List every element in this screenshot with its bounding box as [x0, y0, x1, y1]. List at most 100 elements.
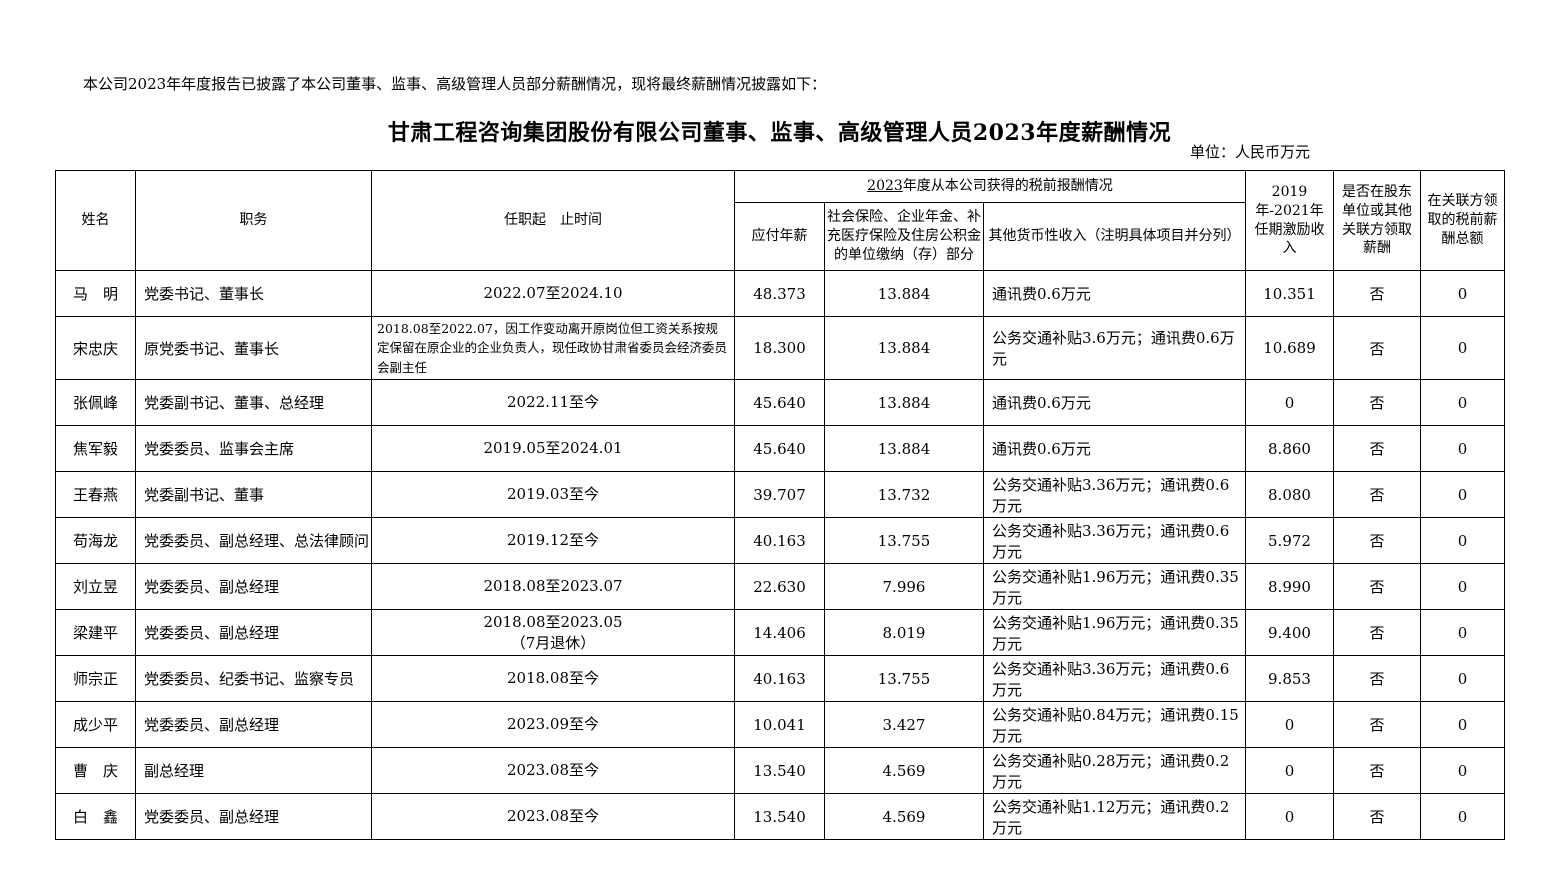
cell-incentive: 9.400	[1245, 609, 1334, 657]
header-social-insurance: 社会保险、企业年金、补充医疗保险及住房公积金的单位缴纳（存）部分	[824, 202, 984, 271]
cell-position: 副总经理	[135, 747, 372, 795]
header-related-party-pay: 在关联方领取的税前薪酬总额	[1420, 170, 1505, 271]
cell-incentive: 10.351	[1245, 270, 1334, 317]
cell-name: 王春燕	[55, 471, 136, 519]
cell-position: 党委委员、副总经理	[135, 609, 372, 657]
cell-term: 2022.07至2024.10	[371, 270, 735, 317]
cell-other-income: 公务交通补贴0.28万元；通讯费0.2万元	[983, 747, 1246, 795]
header-incentive: 2019年-2021年任期激励收入	[1245, 170, 1334, 271]
cell-name: 苟海龙	[55, 517, 136, 565]
header-salary-group-year: 2023	[867, 178, 903, 195]
cell-shareholder-pay: 否	[1333, 425, 1421, 473]
table-body: 马 明 党委书记、董事长 2022.07至2024.10 48.373 13.8…	[55, 270, 1505, 841]
cell-annual-salary: 22.630	[734, 563, 825, 611]
cell-annual-salary: 18.300	[734, 315, 825, 381]
cell-term: 2019.03至今	[371, 471, 735, 519]
table-header: 姓名 职务 任职起 止时间 2023年度从本公司获得的税前报酬情况 2019年-…	[55, 170, 1505, 271]
cell-other-income: 通讯费0.6万元	[983, 425, 1246, 473]
table-row: 白 鑫 党委委员、副总经理 2023.08至今 13.540 4.569 公务交…	[55, 793, 1505, 841]
intro-paragraph: 本公司2023年年度报告已披露了本公司董事、监事、高级管理人员部分薪酬情况，现将…	[83, 75, 827, 93]
cell-related-party-pay: 0	[1420, 425, 1505, 473]
cell-term: 2023.09至今	[371, 701, 735, 749]
cell-annual-salary: 40.163	[734, 655, 825, 703]
cell-incentive: 5.972	[1245, 517, 1334, 565]
cell-related-party-pay: 0	[1420, 471, 1505, 519]
cell-shareholder-pay: 否	[1333, 563, 1421, 611]
cell-name: 梁建平	[55, 609, 136, 657]
cell-social-insurance: 13.755	[824, 655, 984, 703]
cell-incentive: 0	[1245, 379, 1334, 427]
cell-other-income: 公务交通补贴0.84万元；通讯费0.15万元	[983, 701, 1246, 749]
cell-name: 师宗正	[55, 655, 136, 703]
cell-name: 成少平	[55, 701, 136, 749]
cell-name: 宋忠庆	[55, 315, 136, 381]
header-name: 姓名	[55, 170, 136, 271]
table-row: 王春燕 党委副书记、董事 2019.03至今 39.707 13.732 公务交…	[55, 471, 1505, 519]
salary-table: 姓名 职务 任职起 止时间 2023年度从本公司获得的税前报酬情况 2019年-…	[55, 170, 1505, 841]
cell-annual-salary: 48.373	[734, 270, 825, 317]
cell-annual-salary: 45.640	[734, 425, 825, 473]
table-row: 成少平 党委委员、副总经理 2023.09至今 10.041 3.427 公务交…	[55, 701, 1505, 749]
cell-term: 2023.08至今	[371, 747, 735, 795]
cell-term: 2019.05至2024.01	[371, 425, 735, 473]
cell-name: 刘立昱	[55, 563, 136, 611]
header-salary-group: 2023年度从本公司获得的税前报酬情况	[734, 170, 1246, 203]
cell-related-party-pay: 0	[1420, 701, 1505, 749]
cell-name: 张佩峰	[55, 379, 136, 427]
cell-position: 党委委员、纪委书记、监察专员	[135, 655, 372, 703]
cell-position: 原党委书记、董事长	[135, 315, 372, 381]
cell-related-party-pay: 0	[1420, 563, 1505, 611]
table-row: 焦军毅 党委委员、监事会主席 2019.05至2024.01 45.640 13…	[55, 425, 1505, 473]
header-shareholder-pay: 是否在股东单位或其他关联方领取薪酬	[1333, 170, 1421, 271]
cell-other-income: 通讯费0.6万元	[983, 379, 1246, 427]
cell-annual-salary: 13.540	[734, 747, 825, 795]
cell-incentive: 8.080	[1245, 471, 1334, 519]
table-row: 宋忠庆 原党委书记、董事长 2018.08至2022.07，因工作变动离开原岗位…	[55, 315, 1505, 381]
cell-term: 2018.08至今	[371, 655, 735, 703]
cell-shareholder-pay: 否	[1333, 517, 1421, 565]
cell-other-income: 公务交通补贴1.96万元；通讯费0.35万元	[983, 563, 1246, 611]
cell-social-insurance: 8.019	[824, 609, 984, 657]
header-position: 职务	[135, 170, 372, 271]
cell-shareholder-pay: 否	[1333, 609, 1421, 657]
cell-name: 曹 庆	[55, 747, 136, 795]
table-row: 师宗正 党委委员、纪委书记、监察专员 2018.08至今 40.163 13.7…	[55, 655, 1505, 703]
cell-related-party-pay: 0	[1420, 747, 1505, 795]
cell-incentive: 8.860	[1245, 425, 1334, 473]
cell-related-party-pay: 0	[1420, 609, 1505, 657]
cell-shareholder-pay: 否	[1333, 655, 1421, 703]
table-row: 苟海龙 党委委员、副总经理、总法律顾问 2019.12至今 40.163 13.…	[55, 517, 1505, 565]
cell-social-insurance: 7.996	[824, 563, 984, 611]
table-row: 梁建平 党委委员、副总经理 2018.08至2023.05 （7月退休） 14.…	[55, 609, 1505, 657]
cell-position: 党委委员、副总经理、总法律顾问	[135, 517, 372, 565]
cell-position: 党委书记、董事长	[135, 270, 372, 317]
cell-social-insurance: 13.732	[824, 471, 984, 519]
cell-shareholder-pay: 否	[1333, 379, 1421, 427]
cell-name: 白 鑫	[55, 793, 136, 841]
cell-social-insurance: 13.884	[824, 379, 984, 427]
cell-incentive: 0	[1245, 701, 1334, 749]
cell-related-party-pay: 0	[1420, 793, 1505, 841]
cell-other-income: 公务交通补贴3.36万元；通讯费0.6万元	[983, 471, 1246, 519]
cell-related-party-pay: 0	[1420, 315, 1505, 381]
cell-position: 党委委员、副总经理	[135, 701, 372, 749]
cell-annual-salary: 13.540	[734, 793, 825, 841]
unit-note: 单位：人民币万元	[1190, 143, 1311, 161]
cell-term: 2019.12至今	[371, 517, 735, 565]
cell-shareholder-pay: 否	[1333, 315, 1421, 381]
cell-term: 2022.11至今	[371, 379, 735, 427]
cell-social-insurance: 13.884	[824, 315, 984, 381]
cell-term: 2018.08至2023.07	[371, 563, 735, 611]
cell-name: 马 明	[55, 270, 136, 317]
cell-related-party-pay: 0	[1420, 379, 1505, 427]
cell-other-income: 公务交通补贴1.96万元；通讯费0.35万元	[983, 609, 1246, 657]
cell-related-party-pay: 0	[1420, 270, 1505, 317]
cell-other-income: 公务交通补贴1.12万元；通讯费0.2万元	[983, 793, 1246, 841]
header-annual-salary: 应付年薪	[734, 202, 825, 271]
cell-annual-salary: 40.163	[734, 517, 825, 565]
cell-annual-salary: 39.707	[734, 471, 825, 519]
cell-position: 党委委员、副总经理	[135, 793, 372, 841]
cell-other-income: 公务交通补贴3.36万元；通讯费0.6万元	[983, 517, 1246, 565]
cell-incentive: 8.990	[1245, 563, 1334, 611]
cell-related-party-pay: 0	[1420, 655, 1505, 703]
